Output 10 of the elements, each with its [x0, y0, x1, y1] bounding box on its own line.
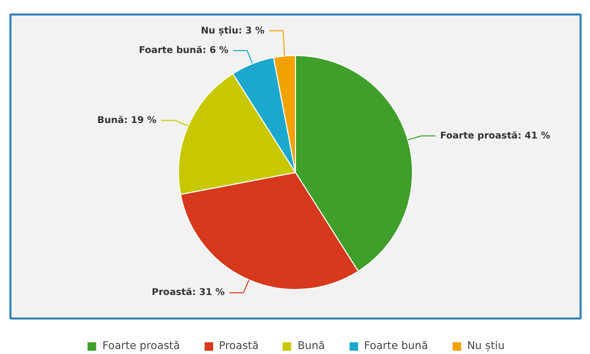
data-label: Foarte bună: 6 % — [138, 45, 230, 56]
data-label: Foarte proastă: 41 % — [440, 130, 551, 142]
data-label: Proastă: 31 % — [152, 287, 226, 298]
legend-label: Foarte proastă — [102, 339, 180, 352]
legend-label: Bună — [298, 339, 325, 352]
legend-label: Foarte bună — [364, 339, 428, 352]
legend-label: Proastă — [218, 339, 259, 352]
legend-label: Nu știu — [467, 339, 505, 352]
data-label: Nu știu: 3 % — [200, 25, 266, 36]
data-label: Bună: 19 % — [97, 114, 158, 126]
